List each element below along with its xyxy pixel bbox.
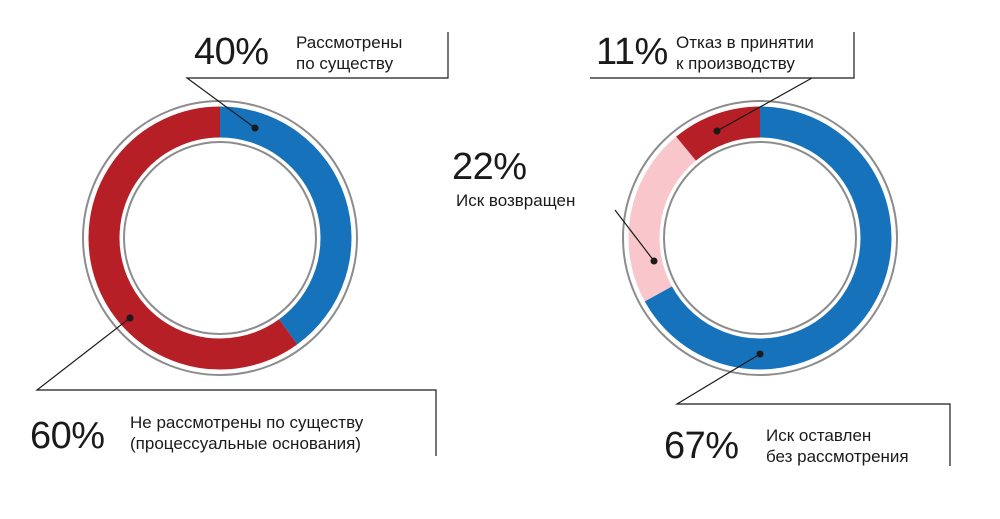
slice-category-label: Иск оставлен без рассмотрения — [766, 426, 909, 466]
leader-line — [674, 353, 951, 466]
slice-value-label: 67% — [664, 425, 739, 467]
donut-outer-outline — [82, 100, 358, 376]
donut-slice — [88, 106, 298, 370]
leader-dot — [126, 314, 134, 322]
donut-slice — [219, 106, 352, 345]
leader-line — [35, 317, 437, 456]
leader-line — [590, 32, 855, 132]
donut-slice — [628, 136, 697, 302]
slice-category-label: Рассмотрены по существу — [296, 33, 403, 73]
slice-category-label: Не рассмотрены по существу (процессуальны… — [130, 413, 364, 453]
slice-category-label: Отказ в принятии к производству — [676, 33, 814, 73]
slice-value-label: 40% — [194, 31, 269, 73]
donut-chart-review — [82, 100, 358, 376]
donut-inner-outline — [663, 141, 857, 335]
leader-line — [614, 209, 655, 262]
donut-slice — [644, 106, 892, 370]
donut-slice — [676, 106, 761, 161]
slice-value-label: 11% — [596, 31, 668, 73]
slice-value-label: 60% — [30, 415, 105, 457]
leader-dot — [713, 127, 721, 135]
donut-outer-outline — [622, 100, 898, 376]
donut-chart-outcomes — [622, 100, 898, 376]
leader-dot — [650, 257, 658, 265]
donut-inner-outline — [123, 141, 317, 335]
slice-value-label: 22% — [452, 146, 527, 188]
leader-dot — [756, 350, 764, 358]
leader-lines — [35, 32, 951, 466]
leader-line — [185, 32, 449, 129]
leader-dot — [251, 124, 259, 132]
slice-category-label: Иск возвращен — [456, 191, 576, 210]
